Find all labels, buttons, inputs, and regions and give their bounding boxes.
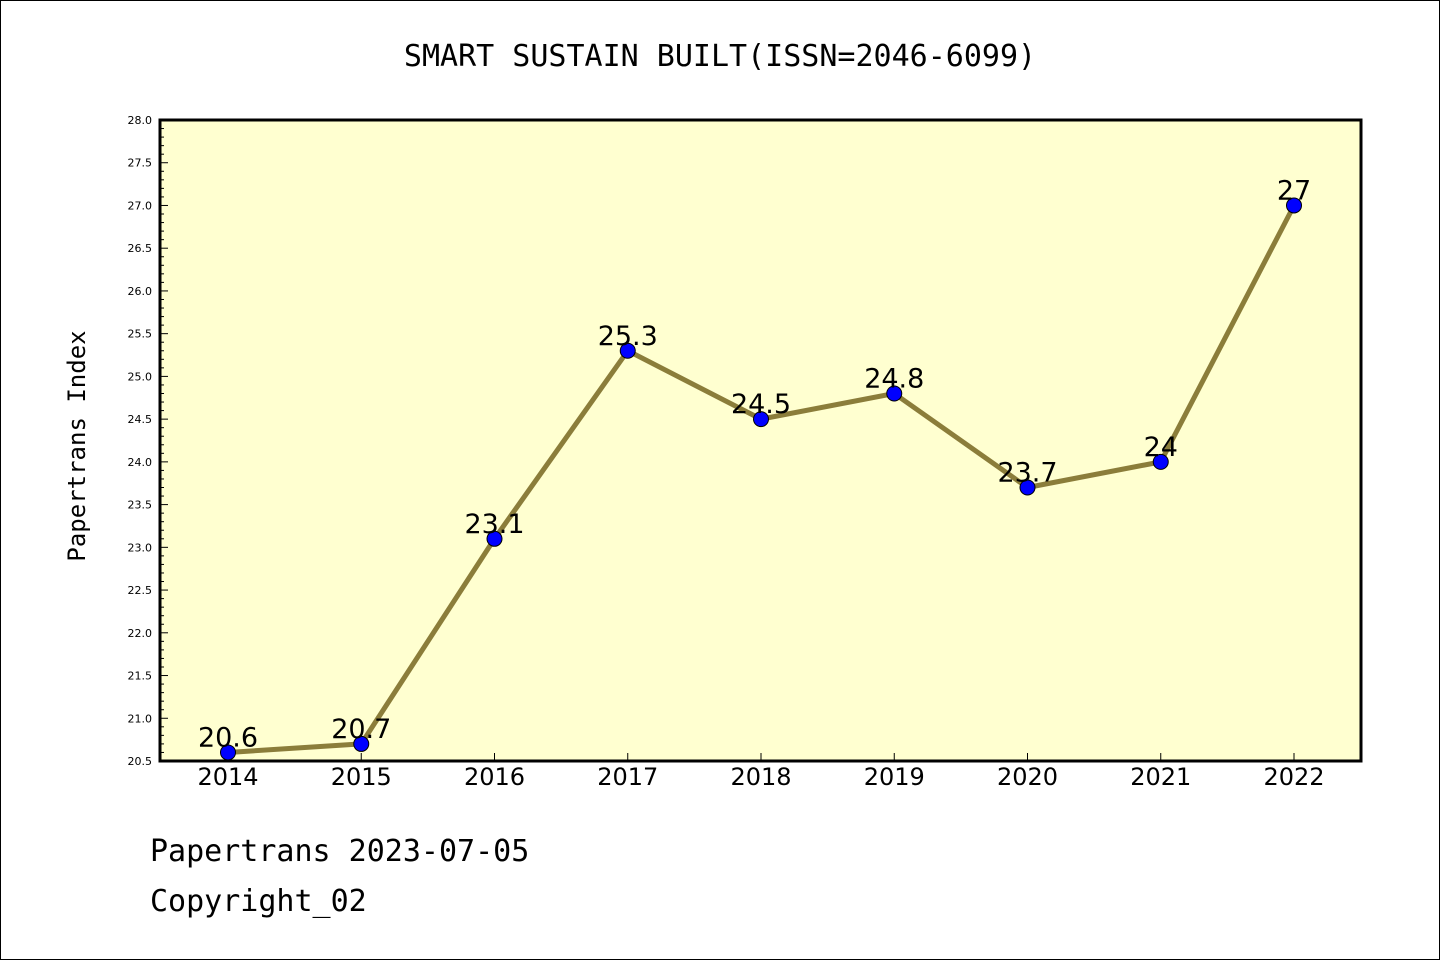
data-label: 20.7 [331,714,391,745]
x-tick-label: 2022 [1263,763,1324,791]
data-point [486,530,503,547]
data-label-layer: 20.6 20.7 23.1 25.3 24.5 24.8 23.7 24 27 [198,175,1311,753]
data-point [753,411,769,428]
data-point [1019,479,1036,496]
y-tick-label: 21.0 [128,712,153,725]
y-tick-label: 21.5 [128,670,153,683]
chart-title: SMART SUSTAIN BUILT(ISSN=2046-6099) [404,39,1036,74]
plot-area [158,118,1363,763]
data-point [220,744,236,761]
x-tick-label: 2018 [730,763,791,791]
data-point [1286,197,1302,214]
data-label: 24.5 [731,389,791,420]
y-tick-label: 27.5 [128,157,153,170]
y-tick-label: 26.5 [128,242,153,255]
data-point [353,735,370,752]
x-tick-label: 2020 [997,763,1058,791]
y-axis-label: Papertrans Index [63,330,91,561]
data-label: 25.3 [598,321,658,352]
y-tick-label: 28.0 [128,114,153,127]
series-layer [220,197,1302,761]
x-tick-label: 2019 [864,763,925,791]
data-point [886,385,903,402]
y-tick-label: 26.0 [128,285,153,298]
x-tick-label: 2017 [597,763,658,791]
data-label: 24.8 [864,363,924,394]
x-tick-label: 2015 [331,763,392,791]
data-label: 20.6 [198,722,258,753]
data-label: 27 [1277,175,1311,206]
data-label: 23.7 [997,458,1057,489]
y-tick-label: 25.0 [128,370,153,383]
x-tick-label: 2016 [464,763,525,791]
y-tick-label: 24.5 [128,413,153,426]
data-point [619,342,636,359]
y-tick-label: 20.5 [128,755,153,768]
y-axis: 20.5 21.0 21.5 22.0 22.5 23.0 23.5 24.0 24.5 25.0… [128,114,168,768]
y-tick-label: 23.0 [128,541,153,554]
y-tick-label: 27.0 [128,199,153,212]
x-tick-label: 2014 [197,763,258,791]
y-tick-label: 25.5 [128,328,153,341]
y-tick-label: 23.5 [128,499,153,512]
y-tick-label: 22.5 [128,584,153,597]
y-tick-label: 22.0 [128,627,153,640]
x-axis: 2014 2015 2016 2017 2018 2019 2020 2021 2022 [197,753,1325,791]
data-point [1152,453,1169,470]
data-label: 24 [1144,432,1178,463]
data-label: 23.1 [464,509,524,540]
footer-copyright: Copyright_02 [150,884,367,919]
footer-date: Papertrans 2023-07-05 [150,834,530,869]
y-tick-label: 24.0 [128,456,153,469]
x-tick-label: 2021 [1130,763,1191,791]
